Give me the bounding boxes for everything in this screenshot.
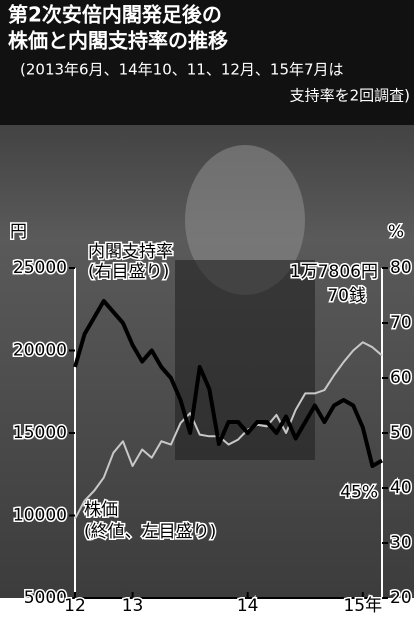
- y-tick-label: 15000: [13, 423, 67, 443]
- y2-tick-label: 80: [390, 258, 412, 278]
- series-note: (右目盛り): [88, 262, 169, 282]
- y-tick-label: 10000: [13, 506, 67, 526]
- annotation: 70銭: [327, 286, 366, 306]
- subtitle: (2013年6月、14年10、11、12月、15年7月は: [20, 61, 344, 79]
- y2-tick-label: 70: [390, 313, 412, 333]
- x-tick-label: 14: [237, 596, 259, 614]
- series-label: 株価: [84, 500, 118, 520]
- photo-figure: [185, 145, 305, 295]
- series-line: [74, 341, 383, 520]
- x-tick-label: 13: [122, 596, 144, 614]
- x-tick-label: 15年: [343, 596, 382, 614]
- y2-tick-label: 50: [390, 423, 412, 443]
- y2-tick-label: 30: [390, 533, 412, 553]
- y-unit: 円: [10, 222, 27, 242]
- series-label: 内閣支持率: [88, 242, 173, 262]
- y2-tick-label: 60: [390, 368, 412, 388]
- series-note: (終値、左目盛り): [84, 522, 216, 542]
- y-tick-label: 5000: [24, 588, 67, 608]
- y2-tick-label: 20: [390, 588, 412, 608]
- x-tick-label: 12: [64, 596, 86, 614]
- subtitle: 支持率を2回調査): [290, 87, 410, 105]
- y-tick-label: 20000: [13, 341, 67, 361]
- chart-title: 第2次安倍内閣発足後の: [8, 3, 222, 27]
- y-tick-label: 25000: [13, 258, 67, 278]
- y2-tick-label: 40: [390, 478, 412, 498]
- series-line: [73, 299, 383, 468]
- y2-unit: %: [388, 222, 404, 242]
- header: [0, 0, 414, 125]
- value-label: 45%: [340, 483, 378, 503]
- chart-title: 株価と内閣支持率の推移: [8, 29, 228, 53]
- annotation: 1万7806円: [290, 262, 378, 282]
